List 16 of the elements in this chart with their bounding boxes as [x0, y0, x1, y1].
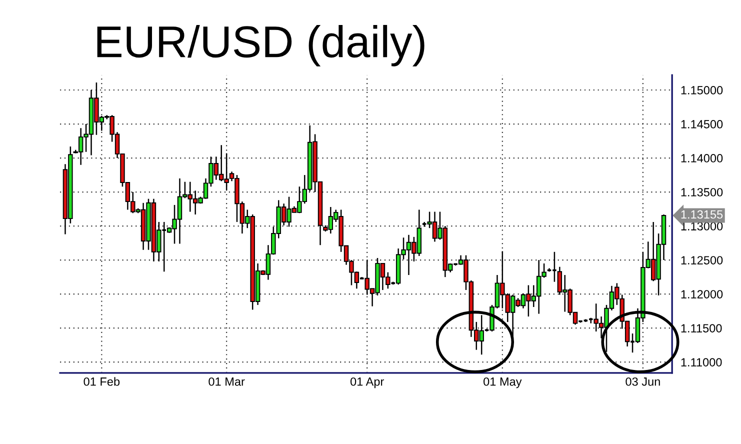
- y-tick-label: 1.15000: [681, 86, 723, 94]
- y-tick-label: 1.12500: [681, 256, 723, 264]
- y-tick-label: 1.13000: [681, 222, 723, 230]
- x-tick-label: 01 Feb: [84, 377, 120, 386]
- x-tick-label: 01 May: [484, 377, 522, 388]
- text: 1.13155: [681, 210, 723, 219]
- y-tick-label: 1.11500: [681, 324, 722, 332]
- x-tick-label: 01 Apr: [350, 377, 384, 388]
- y-tick-label: 1.13500: [681, 188, 723, 196]
- x-tick-label: 03 Jun: [626, 377, 660, 386]
- y-tick-label: 1.11000: [681, 358, 722, 366]
- y-tick-label: 1.14000: [681, 154, 723, 162]
- chart-title: EUR/USD (daily): [97, 24, 424, 66]
- y-tick-label: 1.12000: [681, 290, 723, 298]
- x-tick-label: 01 Mar: [208, 377, 245, 386]
- y-tick-label: 1.14500: [681, 120, 723, 128]
